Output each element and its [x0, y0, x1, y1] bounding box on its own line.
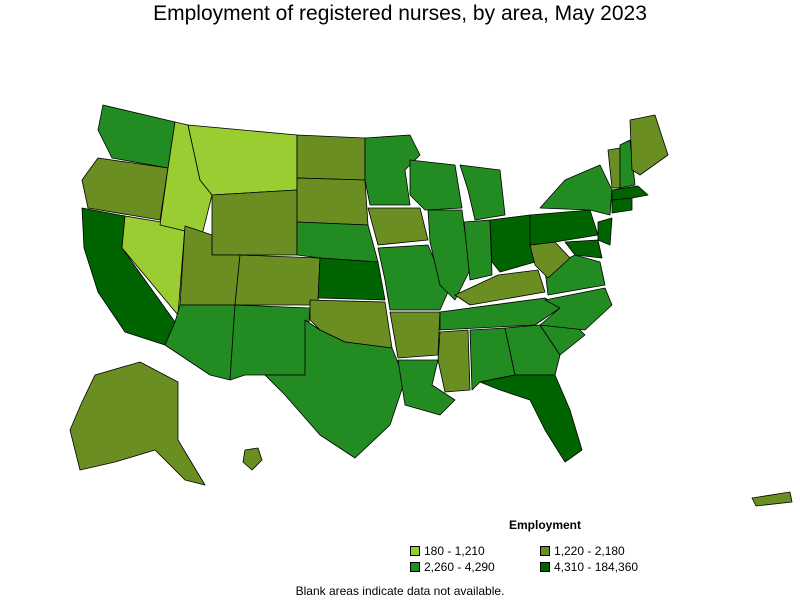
legend-swatch: [540, 562, 550, 572]
region-vermont[interactable]: [607, 147, 621, 189]
region-hawaii[interactable]: [242, 447, 263, 471]
map-title: Employment of registered nurses, by area…: [153, 2, 647, 25]
region-georgia[interactable]: [504, 324, 561, 376]
region-wisconsin[interactable]: [409, 159, 463, 211]
legend-item-4: 4,310 - 184,360: [540, 560, 670, 574]
region-alaska[interactable]: [69, 361, 206, 486]
region-north-carolina[interactable]: [539, 287, 613, 331]
region-mississippi[interactable]: [437, 329, 471, 393]
region-texas[interactable]: [264, 319, 406, 459]
region-florida[interactable]: [479, 374, 583, 463]
region-new-jersey[interactable]: [597, 217, 613, 246]
region-minnesota[interactable]: [364, 134, 421, 206]
region-colorado[interactable]: [234, 254, 321, 306]
region-illinois[interactable]: [427, 209, 471, 301]
region-puerto-rico[interactable]: [751, 491, 793, 507]
region-massachusetts[interactable]: [611, 185, 649, 201]
region-connecticut[interactable]: [611, 197, 633, 214]
region-new-york[interactable]: [539, 164, 613, 216]
region-washington[interactable]: [97, 104, 176, 169]
region-michigan[interactable]: [459, 164, 506, 221]
map-legend: Employment 180 - 1,210 1,220 - 2,180 2,2…: [410, 518, 670, 574]
legend-label: 1,220 - 2,180: [554, 544, 625, 558]
footnote: Blank areas indicate data not available.: [295, 584, 505, 598]
region-nebraska[interactable]: [296, 221, 379, 263]
region-new-mexico[interactable]: [229, 304, 311, 381]
legend-item-3: 2,260 - 4,290: [410, 560, 540, 574]
legend-item-2: 1,220 - 2,180: [540, 544, 670, 558]
region-iowa[interactable]: [367, 207, 429, 246]
legend-swatch: [410, 562, 420, 572]
region-arizona[interactable]: [164, 304, 236, 381]
region-kansas[interactable]: [317, 257, 386, 301]
region-maryland[interactable]: [564, 239, 603, 259]
legend-label: 180 - 1,210: [424, 544, 485, 558]
legend-item-1: 180 - 1,210: [410, 544, 540, 558]
region-montana[interactable]: [187, 124, 298, 196]
choropleth-map: [0, 30, 800, 530]
legend-label: 4,310 - 184,360: [554, 560, 639, 574]
region-north-dakota[interactable]: [296, 134, 366, 181]
region-tennessee[interactable]: [439, 297, 561, 331]
region-kentucky[interactable]: [454, 269, 546, 306]
region-south-dakota[interactable]: [296, 177, 369, 226]
region-oregon[interactable]: [81, 157, 169, 221]
region-indiana[interactable]: [463, 219, 493, 281]
region-missouri[interactable]: [377, 244, 449, 311]
region-pennsylvania[interactable]: [529, 209, 599, 246]
map-svg: [69, 104, 793, 507]
legend-title: Employment: [508, 518, 581, 532]
region-arkansas[interactable]: [389, 311, 441, 359]
legend-swatch: [410, 546, 420, 556]
region-wyoming[interactable]: [211, 189, 298, 256]
legend-swatch: [540, 546, 550, 556]
region-maine[interactable]: [629, 114, 669, 176]
region-ohio[interactable]: [489, 214, 536, 273]
legend-label: 2,260 - 4,290: [424, 560, 495, 574]
